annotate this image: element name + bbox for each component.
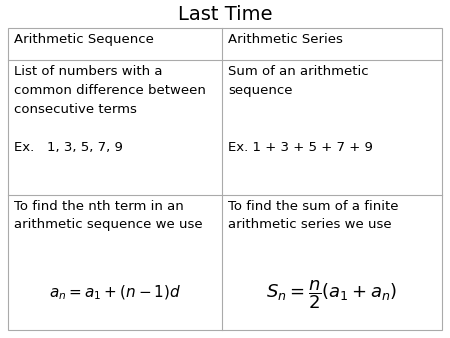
Text: Sum of an arithmetic
sequence


Ex. 1 + 3 + 5 + 7 + 9: Sum of an arithmetic sequence Ex. 1 + 3 …	[228, 65, 373, 154]
Text: To find the sum of a finite
arithmetic series we use: To find the sum of a finite arithmetic s…	[228, 200, 399, 231]
Text: $a_n = a_1 + (n-1)d$: $a_n = a_1 + (n-1)d$	[49, 284, 181, 302]
Text: List of numbers with a
common difference between
consecutive terms

Ex.   1, 3, : List of numbers with a common difference…	[14, 65, 206, 154]
Bar	[8, 28, 442, 330]
Text: To find the nth term in an
arithmetic sequence we use: To find the nth term in an arithmetic se…	[14, 200, 202, 231]
Text: $S_n = \dfrac{n}{2}\left(a_1 + a_n\right)$: $S_n = \dfrac{n}{2}\left(a_1 + a_n\right…	[266, 279, 398, 311]
Text: Last Time: Last Time	[178, 4, 272, 24]
Text: Arithmetic Series: Arithmetic Series	[228, 33, 343, 46]
Text: Arithmetic Sequence: Arithmetic Sequence	[14, 33, 154, 46]
